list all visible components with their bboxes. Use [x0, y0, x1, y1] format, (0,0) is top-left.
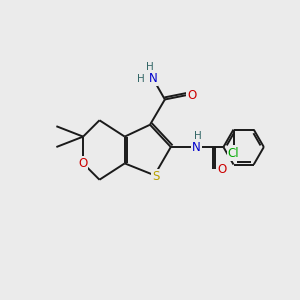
Text: S: S	[152, 170, 160, 183]
Text: N: N	[192, 140, 200, 154]
Text: Cl: Cl	[228, 147, 239, 160]
Text: H: H	[194, 131, 201, 141]
Text: N: N	[148, 72, 157, 85]
Text: H: H	[146, 62, 153, 72]
Text: O: O	[217, 163, 226, 176]
Text: O: O	[187, 88, 196, 101]
Text: H: H	[136, 74, 144, 84]
Text: O: O	[78, 157, 87, 170]
